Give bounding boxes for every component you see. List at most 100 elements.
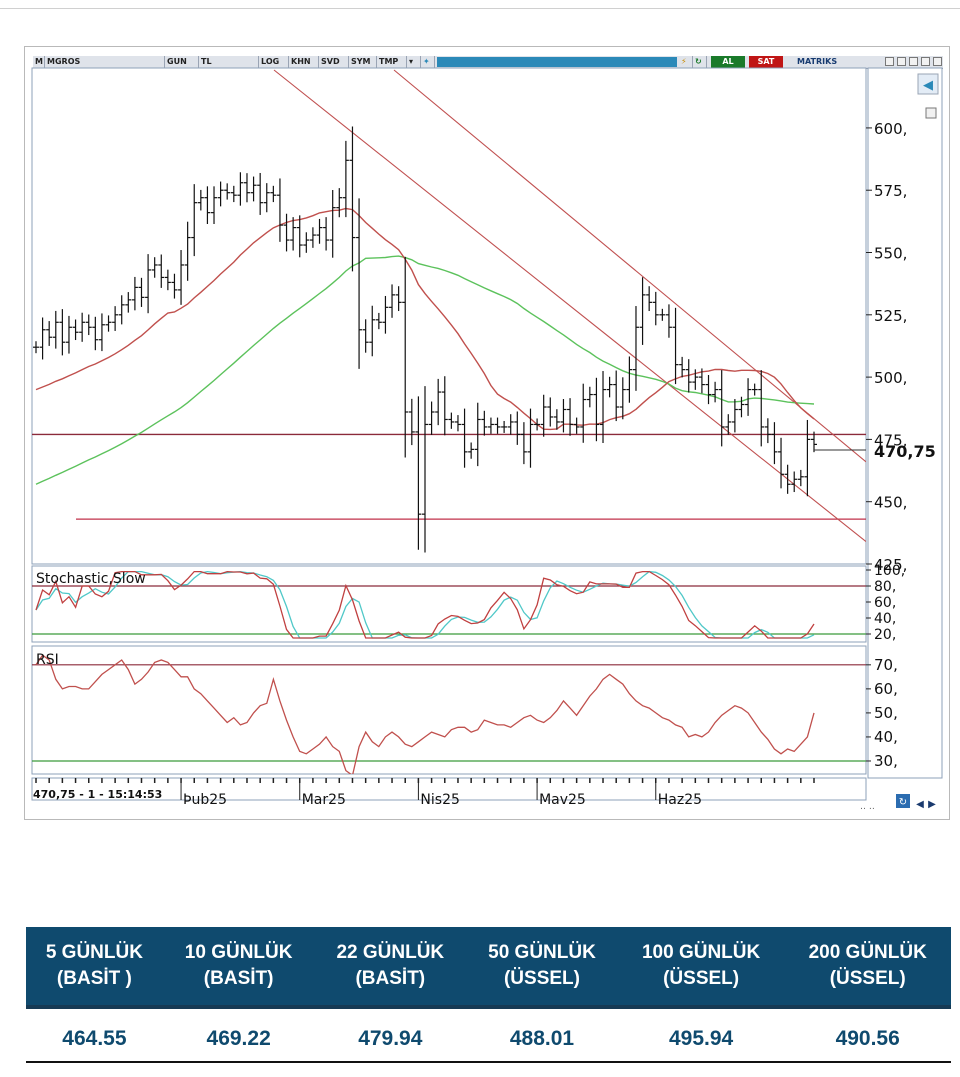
svd-button[interactable]: SVD — [319, 56, 349, 68]
menu-m[interactable]: M — [33, 56, 45, 68]
ohlc-bar — [224, 183, 231, 200]
scroll-icon[interactable]: ↻ — [899, 797, 907, 808]
ohlc-bar — [520, 422, 527, 465]
tmp-button[interactable]: TMP — [377, 56, 407, 68]
minimize-icon[interactable] — [897, 57, 906, 66]
restore-icon[interactable] — [921, 57, 930, 66]
ohlc-bar — [395, 286, 402, 312]
ma-header-22-period: 22 GÜNLÜK — [336, 942, 445, 963]
ohlc-bar — [791, 471, 798, 493]
rsi-line — [35, 654, 815, 774]
ohlc-bar — [639, 277, 646, 345]
price-tick-label: 475, — [874, 431, 907, 449]
maximize-icon[interactable] — [909, 57, 918, 66]
ohlc-bar — [771, 422, 778, 465]
ohlc-bar — [751, 383, 758, 396]
ohlc-bar — [389, 284, 396, 318]
ohlc-bar — [619, 377, 626, 420]
ma-header-200-period: 200 GÜNLÜK — [808, 942, 927, 963]
ohlc-bar — [171, 273, 178, 299]
ohlc-bar — [336, 188, 343, 218]
ohlc-bar — [428, 401, 435, 435]
ohlc-bar — [263, 183, 270, 213]
ohlc-bar — [211, 186, 218, 225]
ohlc-bar — [718, 370, 725, 447]
symbol-label: MGROS — [47, 57, 81, 66]
ohlc-bar — [606, 376, 613, 398]
ohlc-bar — [474, 402, 481, 467]
khn-button[interactable]: KHN — [289, 56, 319, 68]
ohlc-bar — [659, 308, 666, 321]
price-chart: ◀ 425, 450, 475, 500, 525, 550, 575, 600, 470,75… — [31, 67, 943, 812]
ohlc-bar — [408, 398, 415, 446]
ohlc-bar — [151, 257, 158, 278]
log-button[interactable]: LOG — [259, 56, 289, 68]
month-label: Mav25 — [539, 792, 586, 808]
ohlc-bar — [309, 227, 316, 248]
ohlc-bar — [257, 172, 264, 215]
ohlc-bar — [105, 315, 112, 332]
ohlc-bar — [204, 186, 211, 225]
twitter-icon[interactable]: ✦ — [421, 56, 435, 68]
help-icon[interactable] — [885, 57, 894, 66]
nav-buttons[interactable]: ↻ ◀ ▶ ‥ ‥ — [860, 794, 936, 812]
ohlc-bar — [98, 313, 105, 352]
refresh-icon[interactable]: ↻ — [693, 56, 707, 68]
price-tick-label: 450, — [874, 494, 907, 512]
stoch-tick-label: 20, — [874, 627, 896, 643]
ma-header-divider — [26, 1005, 951, 1009]
moving-average-table: 5 GÜNLÜK (BASİT ) 10 GÜNLÜK (BASİT) 22 GÜN… — [26, 927, 951, 1069]
lightning-icon[interactable]: ⚡ — [679, 56, 693, 68]
ohlc-bar — [731, 399, 738, 433]
rsi-tick-label: 60, — [874, 680, 898, 698]
ohlc-bar — [356, 198, 363, 369]
ohlc-bar — [454, 415, 461, 432]
ohlc-bar — [758, 370, 765, 447]
ohlc-bar — [72, 319, 79, 341]
ma-value-100: 495.94 — [668, 1027, 734, 1050]
ohlc-bar — [402, 256, 409, 458]
ohlc-bar — [448, 412, 455, 429]
period-button[interactable]: GUN — [165, 56, 199, 68]
ma-value-row: 464.55 469.22 479.94 488.01 495.94 490.5… — [26, 1009, 951, 1069]
rsi-title: RSI — [36, 652, 59, 668]
ohlc-bar — [283, 213, 290, 252]
ma-header-200-type: (ÜSSEL) — [829, 968, 906, 989]
collapse-arrow-icon[interactable]: ◀ — [923, 78, 933, 93]
ohlc-bar — [79, 312, 86, 342]
ohlc-bar — [712, 381, 719, 403]
ohlc-bar — [685, 359, 692, 393]
dropdown-arrow-icon[interactable]: ▾ — [407, 56, 421, 68]
close-icon[interactable] — [933, 57, 942, 66]
ohlc-bar — [323, 217, 330, 251]
ohlc-bar — [764, 418, 771, 444]
ohlc-bar — [230, 185, 237, 203]
price-tick-label: 425, — [874, 556, 907, 574]
sell-button[interactable]: SAT — [749, 56, 783, 68]
symbol-selector[interactable]: MGROS — [45, 56, 165, 68]
ohlc-bar — [375, 312, 382, 330]
ohlc-bar — [369, 305, 376, 357]
scroll-right-icon[interactable]: ▶ — [928, 799, 936, 810]
ohlc-bar — [560, 399, 567, 433]
rsi-tick-label: 50, — [874, 704, 898, 722]
currency-button[interactable]: TL — [199, 56, 259, 68]
ohlc-bar — [33, 341, 39, 354]
ohlc-bar — [632, 306, 639, 391]
ohlc-bar — [276, 178, 283, 242]
stoch-tick-label: 80, — [874, 579, 896, 595]
rsi-tick-label: 30, — [874, 752, 898, 770]
ohlc-bar — [811, 431, 817, 453]
ohlc-bar — [738, 396, 745, 418]
ohlc-bar — [290, 217, 297, 251]
scroll-left-icon[interactable]: ◀ — [916, 799, 924, 810]
ma-header-100-period: 100 GÜNLÜK — [641, 942, 761, 963]
sym-button[interactable]: SYM — [349, 56, 377, 68]
ohlc-bar — [527, 408, 534, 468]
ohlc-bar — [362, 319, 369, 353]
ohlc-bar — [514, 411, 521, 445]
ma-header-100: 100 GÜNLÜK (ÜSSEL) — [618, 927, 785, 1005]
side-tools[interactable]: ◀ — [917, 73, 939, 119]
buy-button[interactable]: AL — [711, 56, 745, 68]
ohlc-bar — [59, 309, 66, 356]
